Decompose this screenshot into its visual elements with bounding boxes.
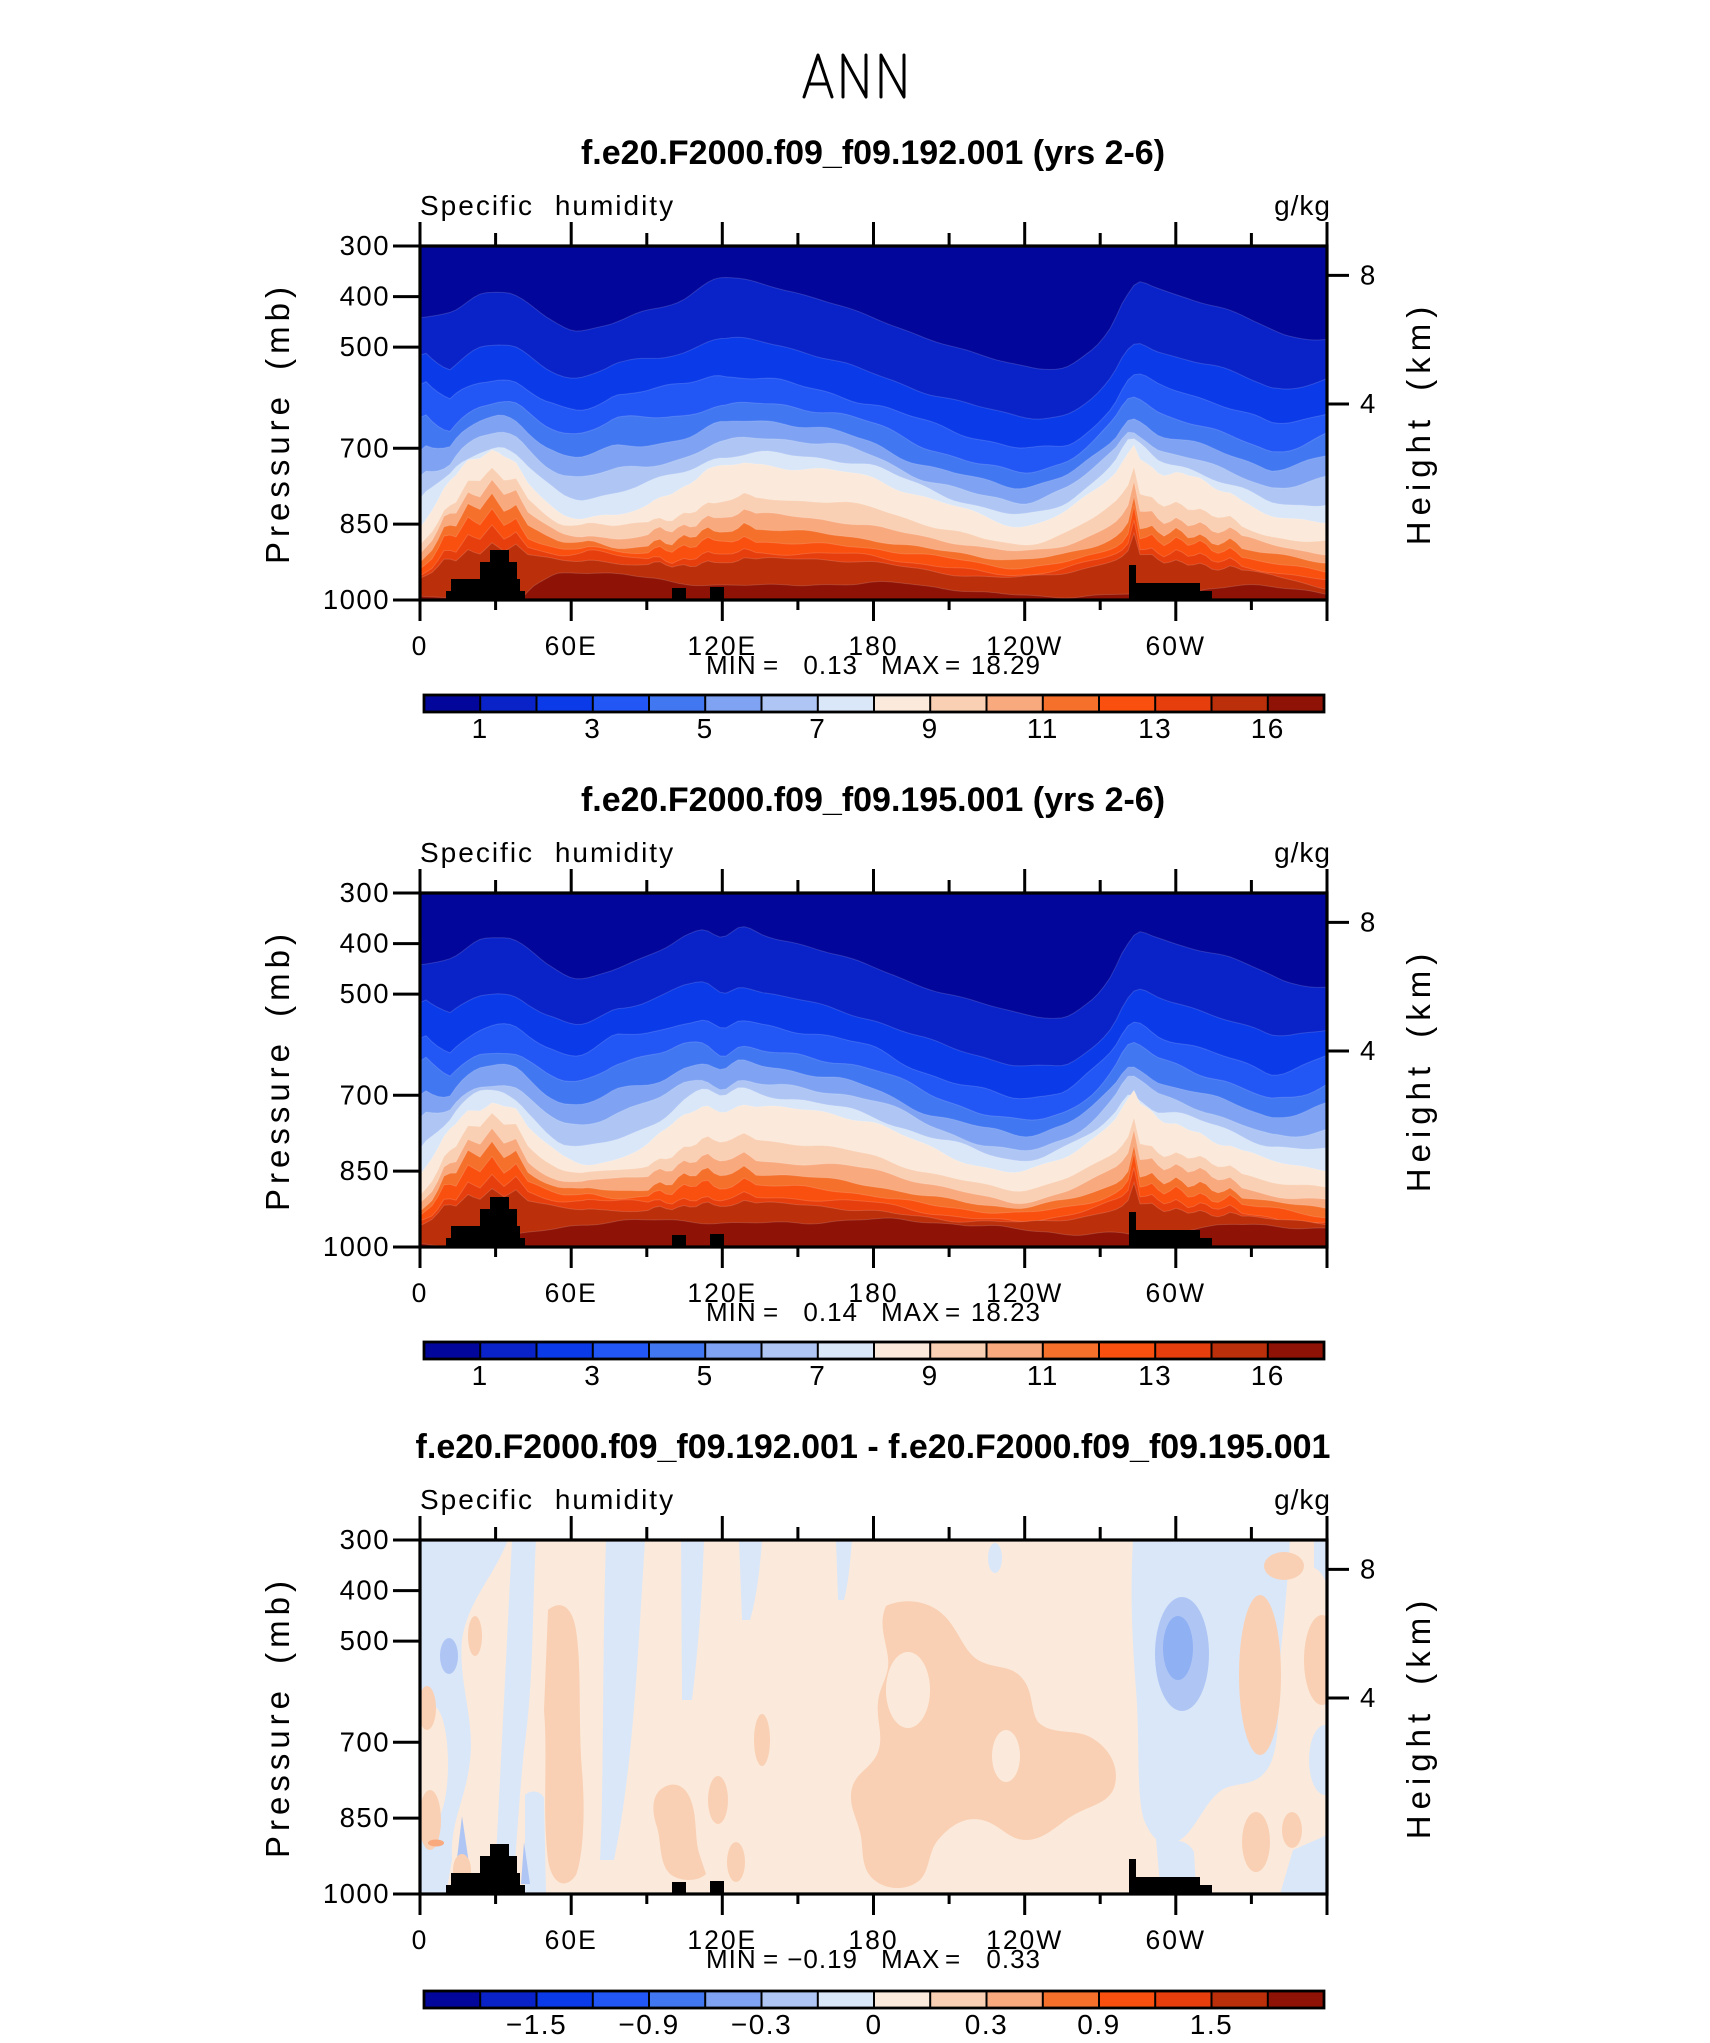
svg-text:MAX: MAX	[881, 1944, 940, 1974]
svg-text:0.13: 0.13	[803, 650, 858, 680]
svg-text:MAX: MAX	[881, 1297, 940, 1327]
svg-text:g/kg: g/kg	[1274, 190, 1331, 221]
svg-text:60E: 60E	[545, 1925, 598, 1955]
svg-text:180: 180	[848, 1278, 898, 1308]
svg-text:=: =	[945, 1944, 960, 1974]
svg-text:300: 300	[340, 1524, 390, 1555]
svg-text:Height (km): Height (km)	[1400, 301, 1437, 546]
svg-text:Pressure (mb): Pressure (mb)	[259, 929, 296, 1211]
svg-text:4: 4	[1360, 1035, 1377, 1066]
svg-text:400: 400	[340, 928, 390, 959]
svg-text:1000: 1000	[323, 1878, 390, 1909]
svg-text:8: 8	[1360, 906, 1377, 937]
svg-text:5: 5	[697, 713, 714, 744]
svg-text:60W: 60W	[1146, 1278, 1207, 1308]
svg-text:8: 8	[1360, 259, 1377, 290]
svg-text:120E: 120E	[687, 1925, 757, 1955]
svg-text:850: 850	[340, 1155, 390, 1186]
svg-text:16: 16	[1251, 1360, 1285, 1391]
svg-text:Specific humidity: Specific humidity	[420, 1484, 675, 1515]
svg-text:180: 180	[848, 631, 898, 661]
svg-text:MIN: MIN	[706, 1944, 757, 1974]
svg-text:1000: 1000	[323, 1231, 390, 1262]
svg-text:g/kg: g/kg	[1274, 1484, 1331, 1515]
svg-text:4: 4	[1360, 1682, 1377, 1713]
svg-text:9: 9	[922, 1360, 939, 1391]
svg-text:300: 300	[340, 230, 390, 261]
svg-text:8: 8	[1360, 1553, 1377, 1584]
svg-text:13: 13	[1138, 713, 1172, 744]
svg-text:−0.19: −0.19	[787, 1944, 858, 1974]
svg-text:Specific humidity: Specific humidity	[420, 190, 675, 221]
svg-text:Pressure (mb): Pressure (mb)	[259, 1576, 296, 1858]
svg-text:60W: 60W	[1146, 631, 1207, 661]
svg-text:9: 9	[922, 713, 939, 744]
svg-text:16: 16	[1251, 713, 1285, 744]
svg-text:850: 850	[340, 1802, 390, 1833]
svg-text:0.3: 0.3	[965, 2009, 1008, 2038]
svg-text:7: 7	[809, 1360, 826, 1391]
svg-text:700: 700	[340, 1079, 390, 1110]
svg-text:=: =	[945, 650, 960, 680]
svg-text:11: 11	[1027, 713, 1059, 744]
svg-text:500: 500	[340, 331, 390, 362]
svg-text:120W: 120W	[986, 1925, 1063, 1955]
svg-text:0.33: 0.33	[986, 1944, 1041, 1974]
svg-text:−0.3: −0.3	[731, 2009, 792, 2038]
svg-text:=: =	[763, 1944, 778, 1974]
svg-text:MIN: MIN	[706, 650, 757, 680]
svg-text:Height (km): Height (km)	[1400, 948, 1437, 1193]
svg-text:0: 0	[412, 1278, 429, 1308]
svg-text:60W: 60W	[1146, 1925, 1207, 1955]
svg-text:0: 0	[412, 631, 429, 661]
svg-text:−0.9: −0.9	[618, 2009, 679, 2038]
svg-text:3: 3	[584, 713, 601, 744]
svg-text:700: 700	[340, 432, 390, 463]
svg-text:18.23: 18.23	[971, 1297, 1041, 1327]
svg-text:0.14: 0.14	[803, 1297, 858, 1327]
svg-text:0: 0	[865, 2009, 882, 2038]
svg-text:MIN: MIN	[706, 1297, 757, 1327]
svg-text:1000: 1000	[323, 584, 390, 615]
svg-text:120E: 120E	[687, 1278, 757, 1308]
svg-text:180: 180	[848, 1925, 898, 1955]
svg-text:11: 11	[1027, 1360, 1059, 1391]
svg-text:Specific humidity: Specific humidity	[420, 837, 675, 868]
svg-text:400: 400	[340, 1575, 390, 1606]
svg-text:500: 500	[340, 1625, 390, 1656]
svg-text:−1.5: −1.5	[506, 2009, 567, 2038]
svg-text:300: 300	[340, 877, 390, 908]
svg-text:1: 1	[472, 1360, 489, 1391]
svg-text:4: 4	[1360, 388, 1377, 419]
svg-text:=: =	[763, 650, 778, 680]
svg-text:120W: 120W	[986, 1278, 1063, 1308]
svg-text:Height (km): Height (km)	[1400, 1595, 1437, 1840]
svg-text:850: 850	[340, 508, 390, 539]
svg-text:13: 13	[1138, 1360, 1172, 1391]
svg-text:60E: 60E	[545, 1278, 598, 1308]
svg-text:400: 400	[340, 281, 390, 312]
svg-text:Pressure (mb): Pressure (mb)	[259, 282, 296, 564]
svg-text:60E: 60E	[545, 631, 598, 661]
svg-text:18.29: 18.29	[971, 650, 1041, 680]
svg-text:g/kg: g/kg	[1274, 837, 1331, 868]
svg-text:1.5: 1.5	[1190, 2009, 1233, 2038]
svg-text:f.e20.F2000.f09_f09.195.001 (y: f.e20.F2000.f09_f09.195.001 (yrs 2-6)	[581, 781, 1165, 819]
svg-text:f.e20.F2000.f09_f09.192.001 -: f.e20.F2000.f09_f09.192.001 - f.e20.F200…	[416, 1428, 1331, 1466]
svg-text:MAX: MAX	[881, 650, 940, 680]
svg-text:5: 5	[697, 1360, 714, 1391]
svg-text:120E: 120E	[687, 631, 757, 661]
svg-text:700: 700	[340, 1726, 390, 1757]
svg-text:0: 0	[412, 1925, 429, 1955]
svg-text:0.9: 0.9	[1077, 2009, 1120, 2038]
svg-text:7: 7	[809, 713, 826, 744]
svg-text:120W: 120W	[986, 631, 1063, 661]
svg-text:=: =	[945, 1297, 960, 1327]
svg-text:1: 1	[472, 713, 489, 744]
svg-text:3: 3	[584, 1360, 601, 1391]
svg-text:500: 500	[340, 978, 390, 1009]
svg-text:=: =	[763, 1297, 778, 1327]
svg-text:f.e20.F2000.f09_f09.192.001 (y: f.e20.F2000.f09_f09.192.001 (yrs 2-6)	[581, 134, 1165, 172]
